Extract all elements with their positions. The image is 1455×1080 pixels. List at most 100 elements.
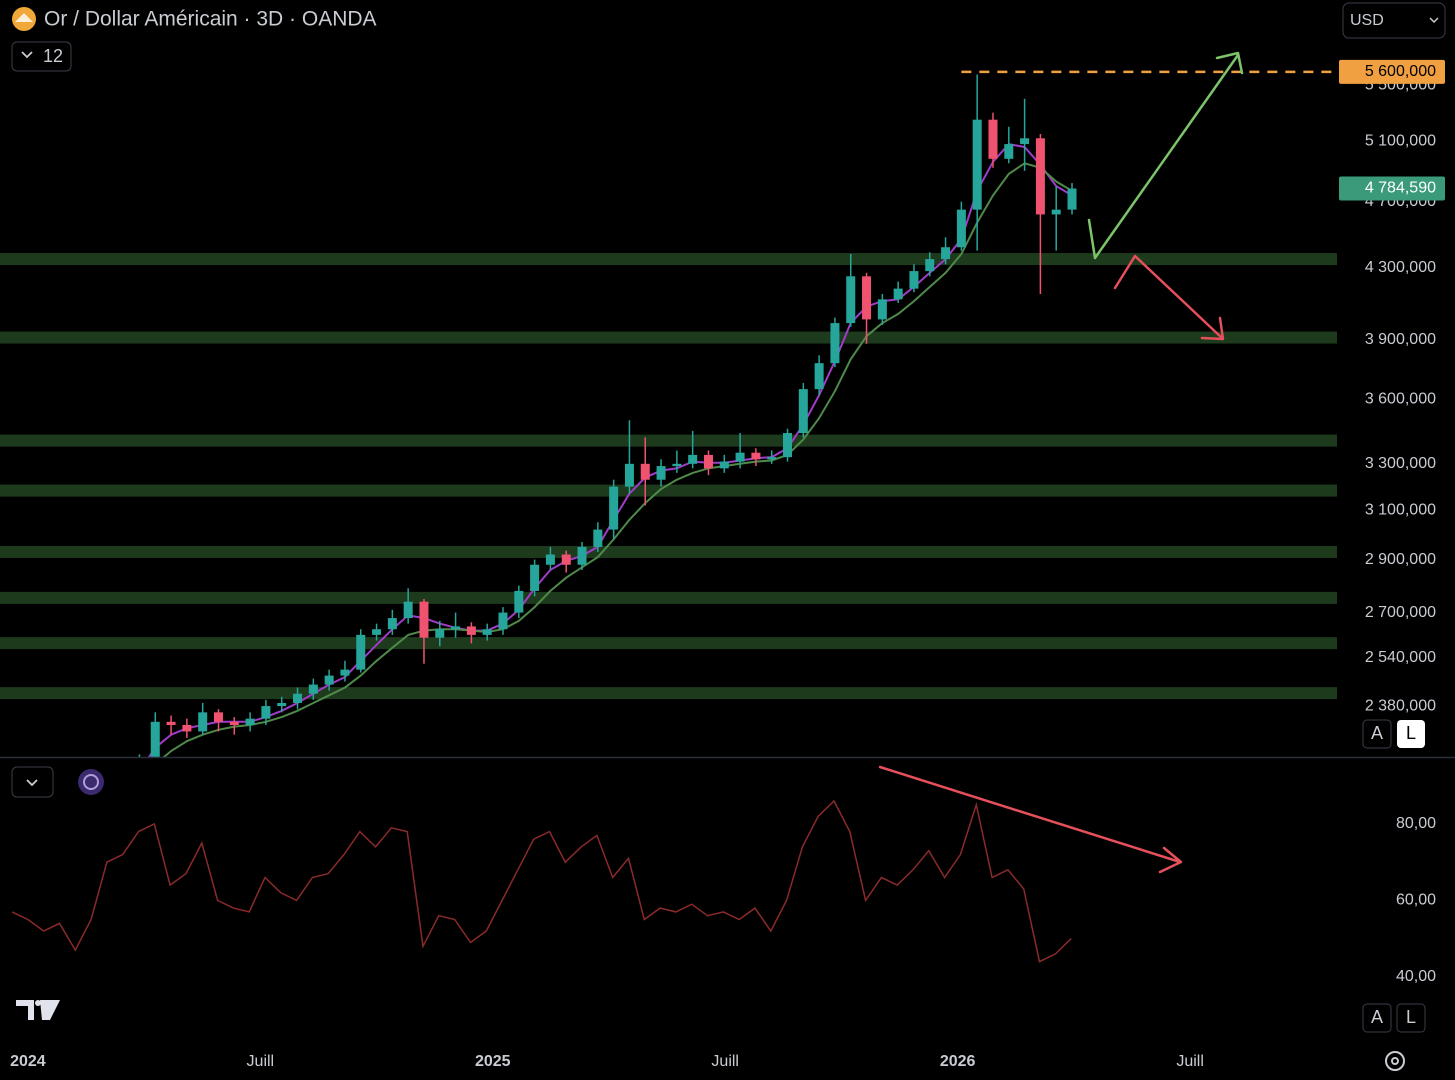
- candle-body: [909, 271, 919, 289]
- indicator-icon[interactable]: [78, 769, 104, 795]
- x-tick-label: Juill: [247, 1053, 275, 1070]
- candle-body: [229, 721, 239, 726]
- auto-scale-button[interactable]: [1362, 719, 1392, 749]
- candle-body: [561, 554, 571, 565]
- rsi-pane: [11, 799, 1072, 963]
- candle-body: [435, 629, 445, 638]
- support-zone: [0, 484, 1337, 497]
- y-tick-label: 3 300,000: [1365, 455, 1436, 472]
- moving-average: [162, 162, 1073, 757]
- indicator-count: 12: [43, 46, 63, 66]
- candle-body: [862, 276, 872, 320]
- support-zone: [0, 434, 1337, 447]
- candle-body: [166, 721, 176, 726]
- candle-body: [656, 466, 666, 480]
- candle-body: [182, 725, 192, 732]
- x-tick-label: 2026: [940, 1053, 976, 1070]
- candle-body: [340, 669, 350, 676]
- last-price-label: 4 784,590: [1365, 180, 1436, 197]
- y-tick-label: 2 700,000: [1365, 604, 1436, 621]
- candle-body: [530, 564, 540, 591]
- pane-collapse[interactable]: [11, 766, 54, 798]
- x-tick-label: 2025: [475, 1053, 511, 1070]
- y-tick-label: 2 540,000: [1365, 649, 1436, 666]
- candle-body: [1067, 188, 1077, 210]
- candle-body: [719, 461, 729, 469]
- candle-body: [1051, 209, 1061, 215]
- candle-body: [893, 288, 903, 300]
- candle-body: [387, 618, 397, 630]
- log-scale-label: L: [1406, 1007, 1416, 1027]
- y-tick-label: 3 600,000: [1365, 391, 1436, 408]
- divergence-arrow: [878, 765, 1182, 864]
- logo-glyph: [15, 13, 33, 22]
- support-zone: [0, 687, 1337, 700]
- currency-select[interactable]: [1342, 2, 1446, 39]
- auto-scale-label: A: [1371, 723, 1383, 743]
- y-tick-label: 4 300,000: [1365, 259, 1436, 276]
- log-scale-button[interactable]: [1396, 1003, 1426, 1033]
- auto-scale-label: A: [1371, 1007, 1383, 1027]
- candle-body: [403, 601, 413, 619]
- arrow-head: [1200, 316, 1225, 341]
- chevron: [21, 51, 33, 59]
- candle-body: [482, 629, 492, 635]
- candle-body: [688, 454, 698, 464]
- candle-body: [1020, 138, 1030, 145]
- candle-body: [498, 612, 508, 630]
- candle-body: [466, 626, 476, 635]
- indicator-toggle[interactable]: [11, 41, 72, 72]
- candle-body: [308, 684, 318, 694]
- brand-dot: [35, 1000, 41, 1006]
- refresh-glyph: [83, 774, 99, 790]
- chevron: [1429, 17, 1439, 24]
- candle-body: [577, 546, 587, 565]
- y-tick-label: 2 900,000: [1365, 551, 1436, 568]
- candle-body: [372, 629, 382, 635]
- candle-body: [830, 323, 840, 364]
- log-scale-label: L: [1406, 723, 1416, 743]
- chart-title: Or / Dollar Américain · 3D · OANDA: [44, 8, 377, 31]
- candle-body: [198, 712, 208, 732]
- y-tick-label: 3 100,000: [1365, 501, 1436, 518]
- last-price-box: [1339, 176, 1445, 201]
- candle-body: [783, 433, 793, 458]
- candle-body: [624, 463, 634, 487]
- candle-body: [150, 721, 160, 757]
- candle-body: [593, 529, 603, 547]
- candle-body: [245, 718, 255, 726]
- candle-body: [356, 634, 366, 670]
- candle-body: [798, 389, 808, 434]
- log-scale-button[interactable]: [1397, 720, 1425, 748]
- support-zone: [0, 637, 1337, 650]
- candle-body: [877, 299, 887, 320]
- candle-body: [277, 702, 287, 707]
- y-tick-label: 40,00: [1396, 968, 1436, 985]
- candle-body: [1035, 138, 1045, 215]
- candle-body: [293, 693, 303, 703]
- y-tick-label: 2 380,000: [1365, 697, 1436, 714]
- auto-scale-button[interactable]: [1362, 1003, 1392, 1033]
- y-tick-label: 5 100,000: [1365, 132, 1436, 149]
- candle-body: [545, 554, 555, 565]
- target-label-box: [1339, 59, 1445, 84]
- bearish-arrow: [1113, 254, 1224, 340]
- chevron: [26, 779, 38, 787]
- candle-body: [419, 601, 429, 638]
- settings-core: [1391, 1057, 1399, 1065]
- candle-body: [988, 119, 998, 159]
- candle-body: [213, 712, 223, 722]
- y-tick-label: 3 900,000: [1365, 331, 1436, 348]
- candle-body: [814, 363, 824, 390]
- candle-body: [767, 457, 777, 460]
- candle-body: [1004, 144, 1014, 159]
- candle-body: [925, 259, 935, 272]
- candle-body: [735, 452, 745, 462]
- candle-body: [703, 454, 713, 469]
- candle-body: [751, 452, 761, 460]
- support-zone: [0, 331, 1337, 344]
- candle-body: [514, 590, 524, 613]
- settings-icon[interactable]: [1385, 1051, 1405, 1071]
